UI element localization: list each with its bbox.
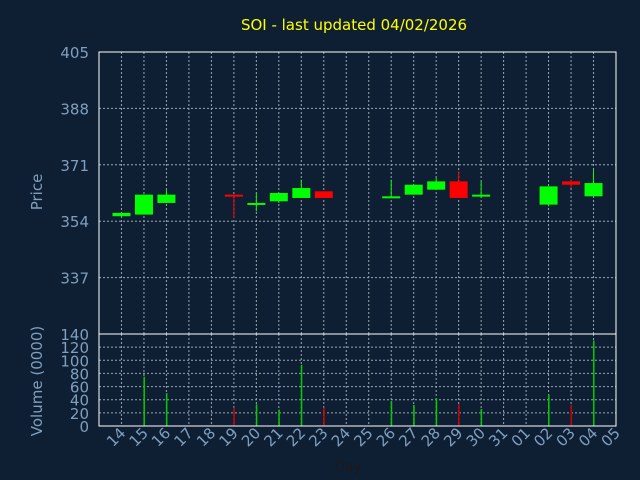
volume-tick-label: 80 — [70, 365, 89, 383]
volume-bar — [278, 409, 280, 426]
volume-tick-label: 40 — [70, 392, 89, 410]
volume-bar — [593, 340, 595, 426]
volume-bar — [300, 364, 303, 426]
candle-body — [404, 184, 423, 195]
volume-panel-frame — [98, 333, 617, 427]
volume-tick-label: 0 — [79, 418, 89, 436]
volume-axis-label: Volume (0000) — [28, 326, 46, 436]
candle-body — [584, 183, 603, 197]
candle-body — [157, 194, 176, 203]
candle-body — [449, 181, 468, 198]
chart-title: SOI - last updated 04/02/2026 — [241, 16, 467, 34]
volume-bars — [143, 340, 595, 426]
candle-body — [427, 181, 446, 190]
price-axis-label: Price — [28, 174, 46, 211]
volume-bar — [390, 401, 393, 426]
candle-body — [562, 181, 581, 185]
price-tick-label: 405 — [60, 44, 89, 62]
candle-body — [269, 193, 288, 202]
candle-body — [247, 202, 266, 205]
volume-tick-label: 100 — [60, 352, 89, 370]
price-tick-label: 354 — [60, 213, 89, 231]
volume-tick-label: 20 — [70, 405, 89, 423]
volume-tick-label: 60 — [70, 379, 89, 397]
volume-bar — [458, 404, 460, 426]
volume-bar — [570, 404, 573, 426]
volume-bar — [480, 408, 483, 426]
candle-body — [292, 188, 311, 198]
candle-body — [382, 196, 401, 199]
volume-bar — [255, 404, 258, 426]
volume-bar — [233, 407, 235, 426]
volume-tick-label: 140 — [60, 326, 89, 344]
volume-bar — [165, 393, 168, 426]
volume-bar — [143, 376, 145, 426]
price-tick-labels: 405 388 371 354 337 — [60, 44, 89, 288]
candle-body — [539, 186, 558, 205]
volume-bar — [323, 407, 325, 426]
price-tick-label: 388 — [60, 100, 89, 118]
candle-body — [112, 212, 131, 217]
volume-bar — [413, 404, 415, 426]
candle-body — [134, 194, 153, 215]
volume-bar — [435, 398, 438, 426]
volume-bar — [548, 394, 550, 426]
candle-body — [224, 194, 243, 197]
day-tick-labels: 1415161718192021222324252627282930310102… — [103, 424, 624, 450]
price-tick-label: 371 — [60, 157, 89, 175]
price-tick-label: 337 — [60, 270, 89, 288]
candle-body — [472, 194, 491, 197]
volume-tick-label: 120 — [60, 339, 89, 357]
candle-body — [314, 191, 333, 198]
day-axis-label: Day — [334, 459, 362, 475]
price-candles — [112, 169, 603, 218]
